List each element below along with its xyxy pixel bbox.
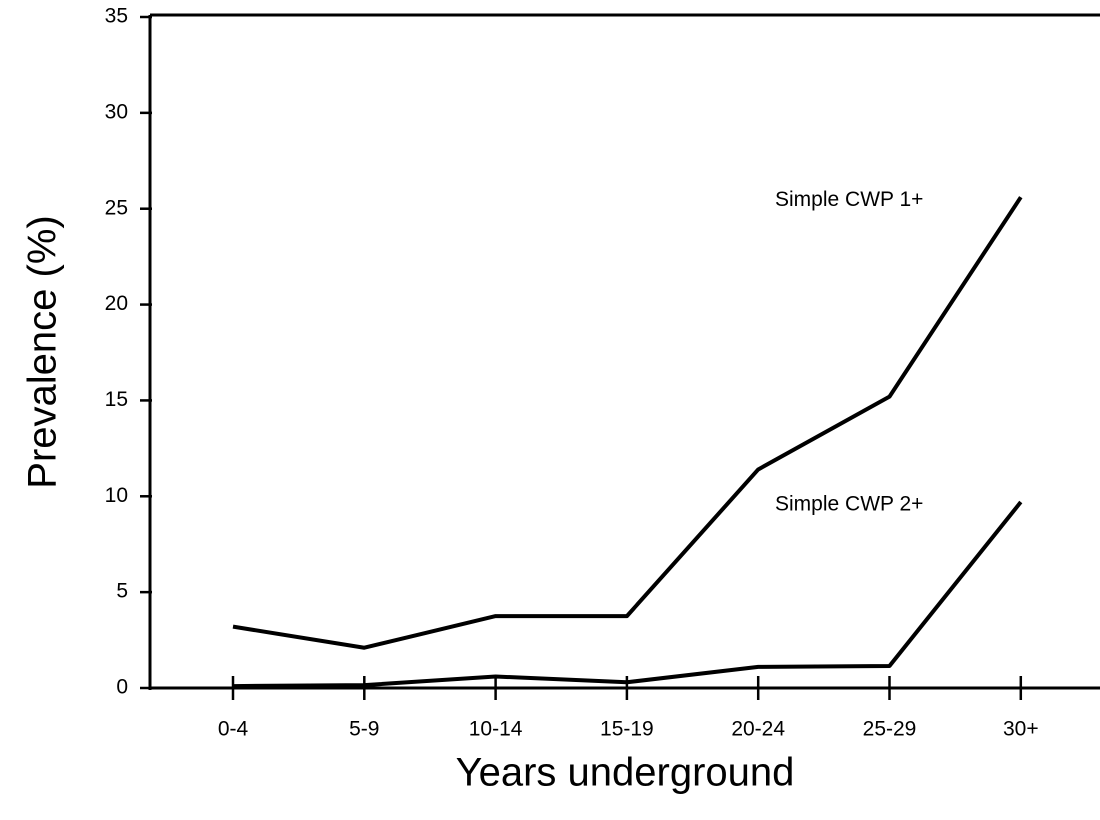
y-tick-label: 0 (116, 676, 128, 699)
line (232, 500, 1023, 689)
x-tick-label: 10-14 (469, 718, 523, 741)
y-tick-label: 20 (105, 292, 128, 315)
x-tick-label: 0-4 (218, 718, 249, 741)
y-tick-label: 25 (105, 196, 128, 219)
y-tick-label: 5 (116, 580, 128, 603)
x-tick-label: 5-9 (349, 718, 379, 741)
x-tick-label: 15-19 (600, 718, 654, 741)
series-label: Simple CWP 1+ (775, 188, 923, 211)
x-tick-label: 20-24 (731, 718, 785, 741)
line (232, 196, 1023, 650)
y-tick-label: 10 (105, 484, 128, 507)
x-axis-title: Years underground (456, 751, 795, 795)
y-tick-label: 35 (105, 5, 128, 28)
y-tick-label: 30 (105, 100, 128, 123)
y-tick-label: 15 (105, 388, 128, 411)
y-axis-title: Prevalence (%) (21, 215, 65, 488)
x-tick-label: 25-29 (863, 718, 917, 741)
x-tick-label: 30+ (1003, 718, 1039, 741)
series-label: Simple CWP 2+ (775, 493, 923, 516)
